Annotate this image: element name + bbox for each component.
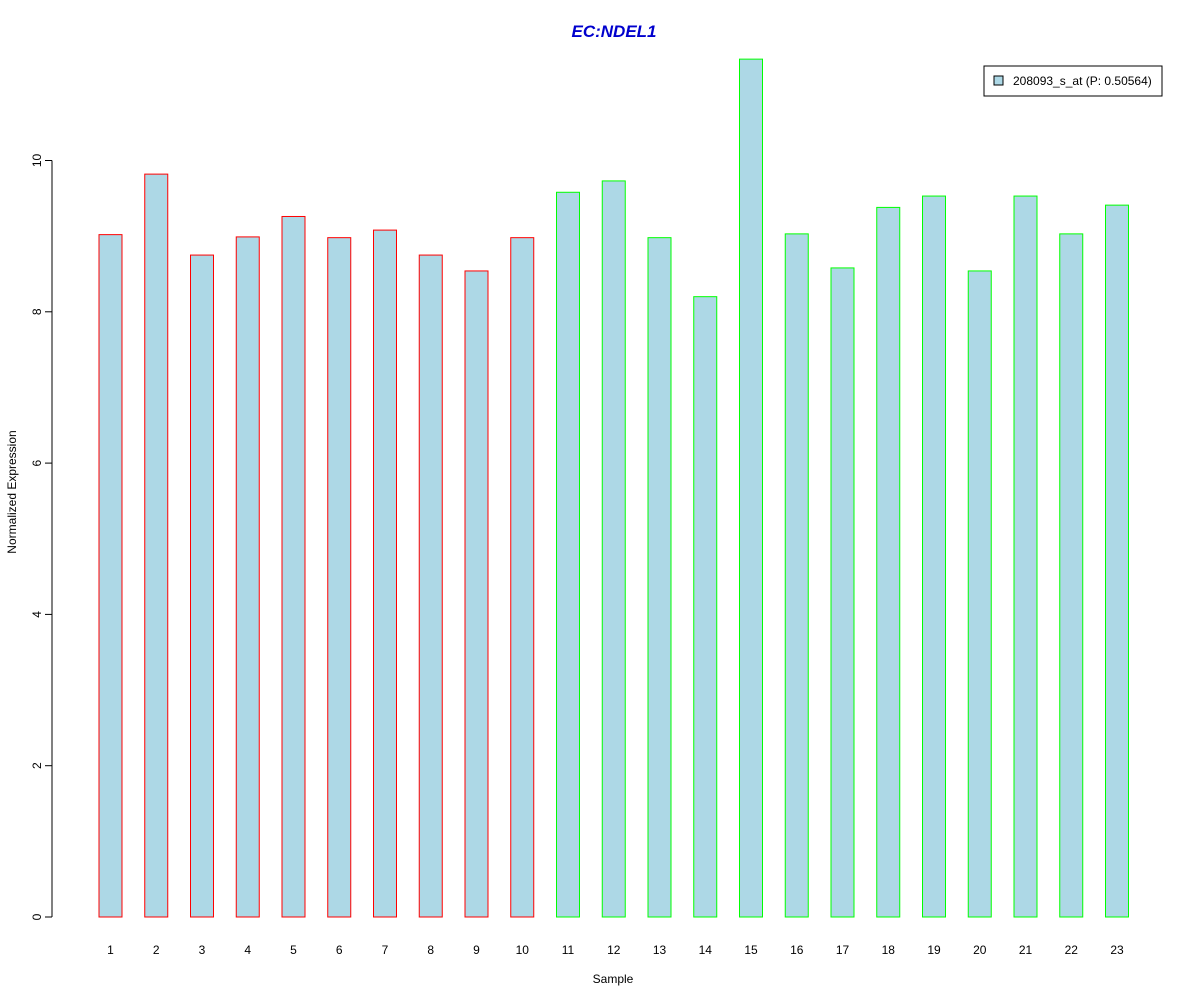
bar-sample-10 [510,237,535,918]
x-tick-label: 20 [973,943,987,957]
bar-sample-23 [1105,204,1129,918]
bar-sample-1 [98,234,123,918]
x-tick-label: 5 [290,943,297,957]
y-tick-label: 10 [30,154,44,168]
x-tick-label: 13 [653,943,667,957]
bar-sample-15 [739,58,763,918]
bar-sample-8 [418,254,443,918]
bar-sample-11 [556,191,580,918]
bar-sample-2 [144,173,169,918]
x-tick-label: 3 [199,943,206,957]
bar-sample-9 [464,270,489,918]
x-tick-label: 10 [516,943,530,957]
legend: 208093_s_at (P: 0.50564) [983,65,1163,97]
y-tick-label: 6 [30,459,44,466]
x-tick-label: 16 [790,943,804,957]
x-tick-label: 1 [107,943,114,957]
x-tick-label: 14 [699,943,713,957]
x-tick-label: 15 [744,943,758,957]
x-tick-label: 18 [882,943,896,957]
y-tick-label: 2 [30,762,44,769]
x-tick-label: 19 [927,943,941,957]
bar-sample-19 [922,195,946,918]
bar-sample-20 [967,270,992,918]
legend-label: 208093_s_at (P: 0.50564) [1013,74,1152,88]
x-tick-label: 6 [336,943,343,957]
x-tick-label: 23 [1110,943,1124,957]
y-axis: 0 2 4 6 8 10 [30,154,53,920]
bar-sample-5 [281,215,306,918]
bar-sample-18 [876,206,901,918]
x-tick-label: 4 [244,943,251,957]
x-tick-labels: 1 2 3 4 5 6 7 8 9 10 11 12 13 14 15 16 17 18 19 20 21 22 23 [107,943,1124,957]
bar-sample-6 [327,237,352,918]
bar-sample-13 [647,237,672,918]
bar-sample-14 [693,296,718,918]
x-tick-label: 7 [382,943,389,957]
x-tick-label: 17 [836,943,850,957]
y-tick-label: 4 [30,611,44,618]
bar-sample-21 [1013,195,1038,918]
y-axis-label: Normalized Expression [5,430,19,553]
bar-sample-7 [373,229,397,918]
bar-sample-16 [784,233,809,918]
x-tick-label: 8 [427,943,434,957]
y-tick-label: 8 [30,308,44,315]
y-tick-label: 0 [30,913,44,920]
legend-box [983,65,1163,97]
x-tick-label: 2 [153,943,160,957]
legend-swatch [993,75,1004,86]
x-tick-label: 21 [1019,943,1033,957]
x-tick-label: 12 [607,943,621,957]
bar-sample-12 [601,180,626,918]
x-tick-label: 22 [1065,943,1079,957]
bar-sample-4 [235,236,260,918]
bar-sample-22 [1059,233,1084,918]
x-tick-label: 11 [562,943,575,957]
chart-title: EC:NDEL1 [571,22,656,41]
bar-sample-17 [830,267,855,918]
x-axis-label: Sample [593,972,634,986]
bar-sample-3 [190,254,214,918]
bar-group [98,58,1129,918]
x-tick-label: 9 [473,943,480,957]
